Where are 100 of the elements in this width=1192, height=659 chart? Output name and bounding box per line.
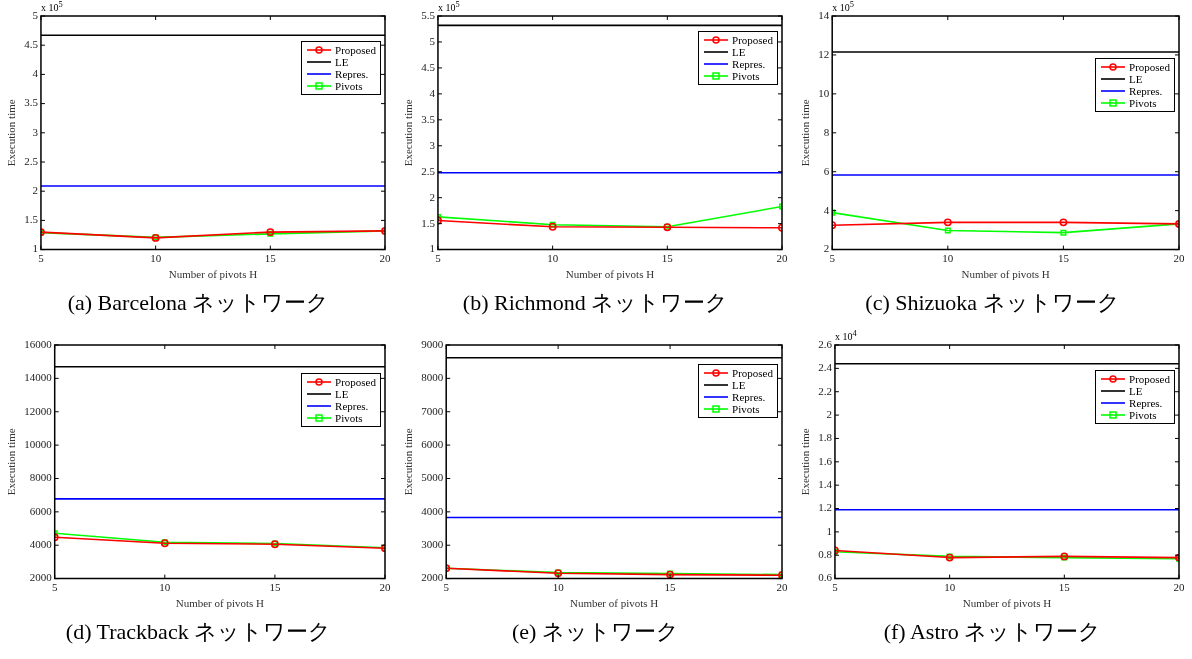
y-axis-title: Execution time <box>5 99 18 167</box>
y-tick-label: 8000 <box>29 471 53 484</box>
x-tick-label: 20 <box>1173 581 1185 594</box>
y-tick-label: 4000 <box>421 504 444 517</box>
text: x 10$^{5}$ <box>437 0 460 14</box>
y-axis-title: Execution time <box>5 428 18 496</box>
legend-label: LE <box>335 387 349 400</box>
text: (a) Barcelona ネットワーク <box>66 289 331 317</box>
legend-label: LE <box>1129 73 1143 85</box>
legend-label: Repres. <box>335 68 369 81</box>
x-tick-label: 10 <box>150 252 162 265</box>
x-tick-label: 20 <box>379 252 391 265</box>
legend-label: Proposed <box>335 375 376 388</box>
y-tick-label: 2000 <box>29 571 53 584</box>
y-tick-label: 2.5 <box>24 154 39 167</box>
y-tick-label: 1 <box>429 242 435 255</box>
y-tick-label: 1.5 <box>24 213 39 226</box>
y-tick-label: 8 <box>823 125 830 138</box>
point <box>1059 218 1068 227</box>
y-tick-label: 4 <box>823 203 830 216</box>
y-tick-label: 1.5 <box>421 216 436 229</box>
y-tick-label: 5000 <box>421 471 444 484</box>
y-tick-label: 5 <box>32 8 39 21</box>
legend-label: Repres. <box>1129 85 1163 97</box>
y-tick-label: 3000 <box>421 538 444 551</box>
legend-label: Repres. <box>1129 396 1163 409</box>
y-axis-title: Execution time <box>799 428 812 496</box>
y-tick-label: 1.6 <box>818 454 833 467</box>
legend-label: Pivots <box>732 402 760 415</box>
y-tick-label: 2.2 <box>818 384 832 397</box>
x-tick-label: 20 <box>776 581 788 594</box>
y-tick-label: 2 <box>826 407 832 420</box>
x-tick-label: 10 <box>547 252 559 265</box>
y-tick-label: 3 <box>429 138 436 151</box>
x-tick-label: 20 <box>1173 252 1185 265</box>
x-tick-label: 20 <box>776 252 788 265</box>
y-tick-label: 4.5 <box>421 60 436 73</box>
y-tick-label: 0.8 <box>818 548 833 561</box>
legend-label: LE <box>732 46 746 59</box>
legend-label: LE <box>1129 384 1143 397</box>
x-tick-label: 15 <box>664 581 677 594</box>
y-tick-label: 1 <box>826 524 832 537</box>
x-tick-label: 15 <box>264 252 277 265</box>
x-tick-label: 15 <box>1057 252 1070 265</box>
x-axis-title: Number of pivots H <box>175 597 265 610</box>
y-tick-label: 6000 <box>421 438 444 450</box>
text: (b) Richmond ネットワーク <box>461 289 730 317</box>
x-tick-label: 10 <box>159 581 171 594</box>
y-tick-label: 5 <box>429 34 436 47</box>
legend-label: Repres. <box>335 399 369 412</box>
x-tick-label: 10 <box>552 581 565 594</box>
y-tick-label: 14 <box>818 8 830 21</box>
x-axis-title: Number of pivots H <box>565 268 655 281</box>
y-tick-label: 4.5 <box>24 38 39 51</box>
x-tick-label: 15 <box>661 252 674 265</box>
text: x 10$^{5}$ <box>832 0 854 14</box>
y-tick-label: 6000 <box>29 504 53 517</box>
y-axis-title: Execution time <box>402 428 415 496</box>
x-tick-label: 15 <box>269 581 281 594</box>
text: (f) Astro ネットワーク <box>882 618 1103 646</box>
y-tick-label: 3 <box>32 125 39 138</box>
y-tick-label: 12 <box>818 47 830 60</box>
legend-label: Proposed <box>1129 61 1170 73</box>
y-axis-title: Execution time <box>799 99 812 167</box>
y-tick-label: 2.6 <box>818 337 833 350</box>
text: (c) Shizuoka ネットワーク <box>864 289 1121 317</box>
x-tick-label: 20 <box>379 581 391 594</box>
y-tick-label: 10 <box>818 86 830 99</box>
text: (d) Trackback ネットワーク <box>64 618 333 646</box>
legend-label: LE <box>732 378 746 391</box>
y-tick-label: 12000 <box>24 404 53 417</box>
y-tick-label: 7000 <box>421 404 444 417</box>
y-tick-label: 9000 <box>421 337 444 350</box>
y-tick-label: 0.6 <box>818 571 833 584</box>
legend-label: Proposed <box>335 44 376 57</box>
y-tick-label: 5.5 <box>421 8 436 21</box>
y-tick-label: 2 <box>32 184 38 197</box>
legend-label: Pivots <box>732 70 760 83</box>
y-tick-label: 2000 <box>421 571 444 584</box>
y-tick-label: 14000 <box>24 371 53 384</box>
y-tick-label: 6 <box>823 164 830 177</box>
y-tick-label: 10000 <box>24 438 53 450</box>
y-tick-label: 2.4 <box>818 361 833 374</box>
y-tick-label: 1 <box>32 242 38 255</box>
y-tick-label: 1.8 <box>818 431 833 444</box>
y-tick-label: 4000 <box>29 538 53 551</box>
x-axis-title: Number of pivots H <box>569 597 659 610</box>
legend-label: LE <box>335 56 349 69</box>
text: (e) ネットワーク <box>511 618 680 646</box>
point <box>943 218 952 227</box>
y-tick-label: 3.5 <box>421 112 436 125</box>
legend-label: Pivots <box>335 411 363 424</box>
legend-label: Proposed <box>1129 372 1170 385</box>
point <box>944 227 951 234</box>
legend-label: Proposed <box>732 366 773 379</box>
text: x 10$^{4}$ <box>834 329 857 343</box>
x-axis-title: Number of pivots H <box>961 268 1050 281</box>
y-tick-label: 16000 <box>24 337 53 350</box>
x-axis-title: Number of pivots H <box>962 597 1052 610</box>
legend-label: Pivots <box>1129 408 1157 421</box>
